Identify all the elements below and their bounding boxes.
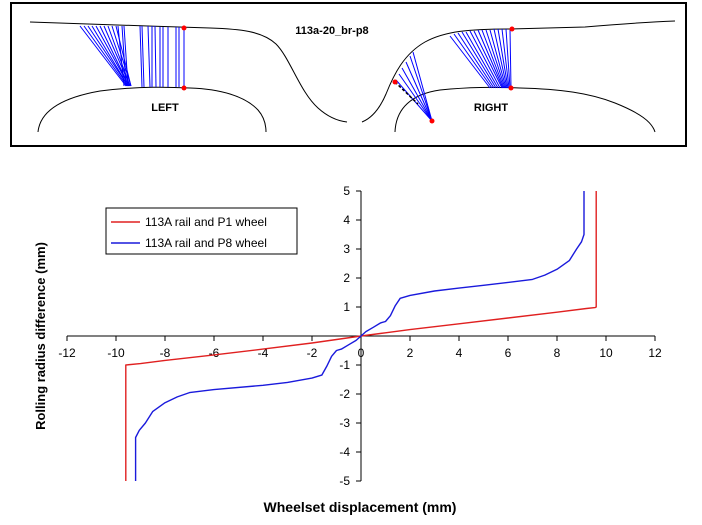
y-tick-label: -2 xyxy=(339,387,350,401)
y-tick-label: 1 xyxy=(343,300,350,314)
right-contact-point-rail xyxy=(508,85,514,91)
x-tick-label: 12 xyxy=(648,346,662,360)
x-tick-label: -8 xyxy=(160,346,171,360)
right-contact-point-wheel xyxy=(509,26,515,32)
right-flange-point-rail xyxy=(429,118,435,124)
x-tick-label: 6 xyxy=(505,346,512,360)
contact-panel-title: 113a-20_br-p8 xyxy=(295,25,368,37)
y-tick-label: 5 xyxy=(343,184,350,198)
right-flange-point-wheel xyxy=(392,79,398,85)
legend: 113A rail and P1 wheel 113A rail and P8 … xyxy=(105,207,298,255)
left-rail-profile xyxy=(37,86,267,133)
x-tick-label: -2 xyxy=(307,346,318,360)
y-tick-label: -5 xyxy=(339,474,350,488)
left-label: LEFT xyxy=(151,102,179,114)
legend-label-p8: 113A rail and P8 wheel xyxy=(145,236,267,250)
right-wheel-profile xyxy=(361,20,676,123)
contact-panel: 113a-20_br-p8 xyxy=(10,2,687,147)
y-axis-label: Rolling radius difference (mm) xyxy=(33,242,48,430)
left-contact-point-wheel xyxy=(181,25,187,31)
x-tick-label: -6 xyxy=(209,346,220,360)
right-label: RIGHT xyxy=(474,102,509,114)
legend-label-p1: 113A rail and P1 wheel xyxy=(145,215,267,229)
left-contact-lines xyxy=(79,25,185,88)
legend-box xyxy=(105,207,298,255)
x-tick-label: 2 xyxy=(407,346,414,360)
y-tick-label: 2 xyxy=(343,271,350,285)
x-tick-label: 0 xyxy=(358,346,365,360)
chart: -12 -10 -8 -6 -4 -2 0 2 4 6 8 10 12 -5-4-3-2-112345 … xyxy=(33,184,662,515)
x-tick-label: 8 xyxy=(554,346,561,360)
y-tick-label: -3 xyxy=(339,416,350,430)
x-ticks: -12 -10 -8 -6 -4 -2 0 2 4 6 8 10 12 xyxy=(58,336,662,360)
series-line-p1 xyxy=(125,191,597,481)
x-tick-label: 4 xyxy=(456,346,463,360)
series-layer xyxy=(125,191,597,481)
right-contact-lines xyxy=(395,28,512,122)
y-ticks: -5 -4 -3 -2 -1 1 2 3 4 5 xyxy=(339,184,361,488)
left-contact-point-rail xyxy=(181,85,187,91)
x-axis-label: Wheelset displacement (mm) xyxy=(264,499,457,515)
series-line-p8 xyxy=(134,191,585,481)
x-tick-label: -12 xyxy=(58,346,76,360)
y-tick-label: -1 xyxy=(339,358,350,372)
y-tick-label: 3 xyxy=(343,242,350,256)
x-tick-label: 10 xyxy=(599,346,613,360)
x-tick-label: -4 xyxy=(258,346,269,360)
x-tick-label: -10 xyxy=(107,346,125,360)
left-wheel-profile xyxy=(29,21,348,123)
y-tick-label: -4 xyxy=(339,445,350,459)
y-tick-label: 4 xyxy=(343,213,350,227)
right-flange-contact-dashes xyxy=(394,81,419,105)
